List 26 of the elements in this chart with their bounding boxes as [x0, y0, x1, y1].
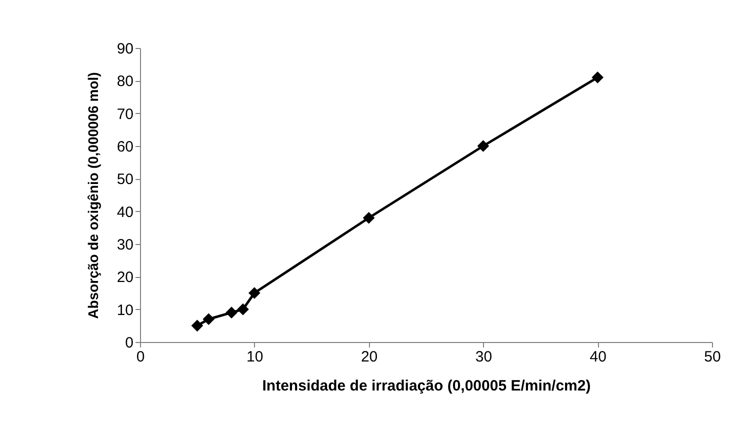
- y-tick-label: 50: [116, 171, 134, 188]
- point: [237, 303, 249, 316]
- point: [202, 313, 215, 326]
- y-axis-title: Absorção de oxigênio (0,000006 mol): [84, 72, 101, 319]
- point: [191, 320, 204, 332]
- y-tick-label: 10: [116, 302, 134, 319]
- y-tick-label: 30: [116, 236, 134, 254]
- point: [362, 212, 375, 224]
- y-tick-label: 70: [116, 106, 134, 123]
- y-tick-label: 20: [116, 269, 134, 286]
- x-tick-label: 40: [590, 348, 606, 366]
- point: [226, 306, 238, 319]
- x-axis-title: Intensidade de irradiação (0,00005 E/min/cm2): [262, 378, 591, 394]
- x-tick-label: 10: [246, 348, 264, 366]
- y-tick-label: 0: [125, 334, 134, 352]
- y-tick-label: 40: [116, 204, 134, 221]
- point: [592, 71, 604, 84]
- x-tick-label: 50: [704, 348, 721, 366]
- y-tick-label: 60: [116, 138, 134, 156]
- y-tick-label: 80: [116, 73, 134, 90]
- x-tick-label: 0: [136, 348, 145, 366]
- y-tick-label: 90: [116, 40, 134, 58]
- point: [248, 287, 260, 299]
- x-tick-label: 30: [475, 348, 492, 366]
- x-tick-label: 20: [360, 348, 378, 366]
- point: [477, 140, 490, 152]
